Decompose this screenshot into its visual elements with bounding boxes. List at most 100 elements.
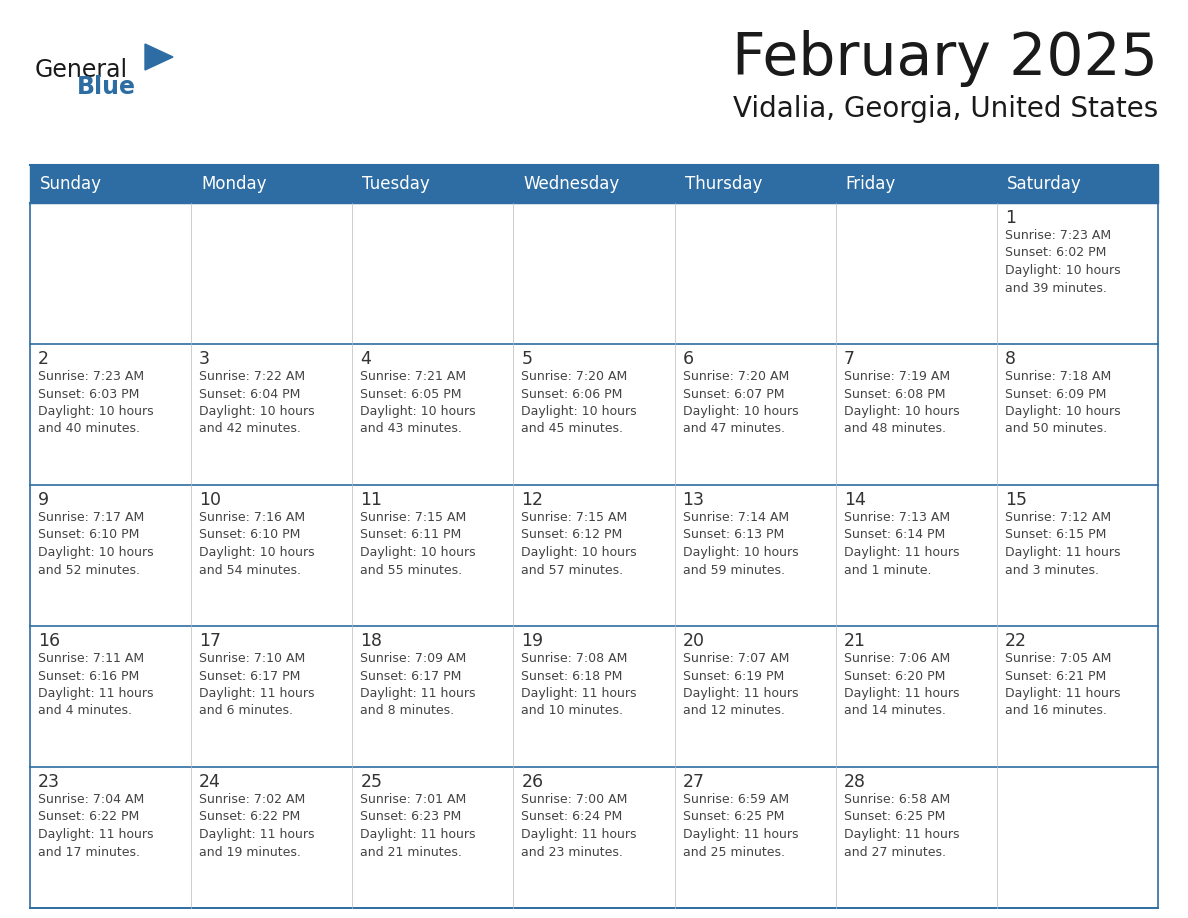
Text: 14: 14 xyxy=(843,491,866,509)
Text: Tuesday: Tuesday xyxy=(362,175,430,193)
Bar xyxy=(30,165,1158,203)
Bar xyxy=(30,344,191,485)
Text: 18: 18 xyxy=(360,632,383,650)
Bar xyxy=(513,767,675,908)
Bar xyxy=(997,203,1158,344)
Bar xyxy=(835,344,997,485)
Text: 17: 17 xyxy=(200,632,221,650)
Text: Sunrise: 7:15 AM
Sunset: 6:12 PM
Daylight: 10 hours
and 57 minutes.: Sunrise: 7:15 AM Sunset: 6:12 PM Dayligh… xyxy=(522,511,637,577)
Bar xyxy=(835,767,997,908)
Bar xyxy=(835,485,997,626)
Text: Sunrise: 7:05 AM
Sunset: 6:21 PM
Daylight: 11 hours
and 16 minutes.: Sunrise: 7:05 AM Sunset: 6:21 PM Dayligh… xyxy=(1005,652,1120,718)
Text: 2: 2 xyxy=(38,350,49,368)
Text: Sunrise: 6:58 AM
Sunset: 6:25 PM
Daylight: 11 hours
and 27 minutes.: Sunrise: 6:58 AM Sunset: 6:25 PM Dayligh… xyxy=(843,793,959,858)
Bar xyxy=(30,203,191,344)
Bar xyxy=(997,767,1158,908)
Text: Sunrise: 7:02 AM
Sunset: 6:22 PM
Daylight: 11 hours
and 19 minutes.: Sunrise: 7:02 AM Sunset: 6:22 PM Dayligh… xyxy=(200,793,315,858)
Bar xyxy=(513,203,675,344)
Text: Sunrise: 7:18 AM
Sunset: 6:09 PM
Daylight: 10 hours
and 50 minutes.: Sunrise: 7:18 AM Sunset: 6:09 PM Dayligh… xyxy=(1005,370,1120,435)
Text: 24: 24 xyxy=(200,773,221,791)
Text: Sunrise: 7:20 AM
Sunset: 6:06 PM
Daylight: 10 hours
and 45 minutes.: Sunrise: 7:20 AM Sunset: 6:06 PM Dayligh… xyxy=(522,370,637,435)
Bar xyxy=(513,344,675,485)
Text: Sunrise: 7:17 AM
Sunset: 6:10 PM
Daylight: 10 hours
and 52 minutes.: Sunrise: 7:17 AM Sunset: 6:10 PM Dayligh… xyxy=(38,511,153,577)
Text: 6: 6 xyxy=(683,350,694,368)
Text: 8: 8 xyxy=(1005,350,1016,368)
Bar xyxy=(835,203,997,344)
Text: General: General xyxy=(34,58,128,82)
Text: 20: 20 xyxy=(683,632,704,650)
Text: Sunrise: 7:23 AM
Sunset: 6:03 PM
Daylight: 10 hours
and 40 minutes.: Sunrise: 7:23 AM Sunset: 6:03 PM Dayligh… xyxy=(38,370,153,435)
Bar xyxy=(30,485,191,626)
Bar xyxy=(835,626,997,767)
Bar xyxy=(353,203,513,344)
Text: Wednesday: Wednesday xyxy=(524,175,620,193)
Polygon shape xyxy=(145,44,173,70)
Bar xyxy=(353,767,513,908)
Text: 13: 13 xyxy=(683,491,704,509)
Text: Sunrise: 6:59 AM
Sunset: 6:25 PM
Daylight: 11 hours
and 25 minutes.: Sunrise: 6:59 AM Sunset: 6:25 PM Dayligh… xyxy=(683,793,798,858)
Bar xyxy=(997,626,1158,767)
Text: 27: 27 xyxy=(683,773,704,791)
Text: Sunrise: 7:00 AM
Sunset: 6:24 PM
Daylight: 11 hours
and 23 minutes.: Sunrise: 7:00 AM Sunset: 6:24 PM Dayligh… xyxy=(522,793,637,858)
Text: Sunrise: 7:12 AM
Sunset: 6:15 PM
Daylight: 11 hours
and 3 minutes.: Sunrise: 7:12 AM Sunset: 6:15 PM Dayligh… xyxy=(1005,511,1120,577)
Text: 7: 7 xyxy=(843,350,854,368)
Text: 19: 19 xyxy=(522,632,544,650)
Text: Sunday: Sunday xyxy=(40,175,102,193)
Text: 15: 15 xyxy=(1005,491,1026,509)
Text: 9: 9 xyxy=(38,491,49,509)
Bar xyxy=(191,344,353,485)
Text: February 2025: February 2025 xyxy=(732,30,1158,87)
Text: Sunrise: 7:08 AM
Sunset: 6:18 PM
Daylight: 11 hours
and 10 minutes.: Sunrise: 7:08 AM Sunset: 6:18 PM Dayligh… xyxy=(522,652,637,718)
Text: Sunrise: 7:14 AM
Sunset: 6:13 PM
Daylight: 10 hours
and 59 minutes.: Sunrise: 7:14 AM Sunset: 6:13 PM Dayligh… xyxy=(683,511,798,577)
Text: Blue: Blue xyxy=(77,75,135,99)
Text: Sunrise: 7:22 AM
Sunset: 6:04 PM
Daylight: 10 hours
and 42 minutes.: Sunrise: 7:22 AM Sunset: 6:04 PM Dayligh… xyxy=(200,370,315,435)
Text: Sunrise: 7:23 AM
Sunset: 6:02 PM
Daylight: 10 hours
and 39 minutes.: Sunrise: 7:23 AM Sunset: 6:02 PM Dayligh… xyxy=(1005,229,1120,295)
Text: Sunrise: 7:11 AM
Sunset: 6:16 PM
Daylight: 11 hours
and 4 minutes.: Sunrise: 7:11 AM Sunset: 6:16 PM Dayligh… xyxy=(38,652,153,718)
Text: 28: 28 xyxy=(843,773,866,791)
Bar xyxy=(30,626,191,767)
Text: Sunrise: 7:04 AM
Sunset: 6:22 PM
Daylight: 11 hours
and 17 minutes.: Sunrise: 7:04 AM Sunset: 6:22 PM Dayligh… xyxy=(38,793,153,858)
Bar xyxy=(675,767,835,908)
Bar xyxy=(997,344,1158,485)
Text: 22: 22 xyxy=(1005,632,1026,650)
Text: Sunrise: 7:21 AM
Sunset: 6:05 PM
Daylight: 10 hours
and 43 minutes.: Sunrise: 7:21 AM Sunset: 6:05 PM Dayligh… xyxy=(360,370,476,435)
Bar xyxy=(353,485,513,626)
Text: 1: 1 xyxy=(1005,209,1016,227)
Text: Sunrise: 7:13 AM
Sunset: 6:14 PM
Daylight: 11 hours
and 1 minute.: Sunrise: 7:13 AM Sunset: 6:14 PM Dayligh… xyxy=(843,511,959,577)
Text: 26: 26 xyxy=(522,773,544,791)
Text: 3: 3 xyxy=(200,350,210,368)
Text: Sunrise: 7:01 AM
Sunset: 6:23 PM
Daylight: 11 hours
and 21 minutes.: Sunrise: 7:01 AM Sunset: 6:23 PM Dayligh… xyxy=(360,793,475,858)
Text: Sunrise: 7:09 AM
Sunset: 6:17 PM
Daylight: 11 hours
and 8 minutes.: Sunrise: 7:09 AM Sunset: 6:17 PM Dayligh… xyxy=(360,652,475,718)
Bar xyxy=(191,626,353,767)
Text: Sunrise: 7:19 AM
Sunset: 6:08 PM
Daylight: 10 hours
and 48 minutes.: Sunrise: 7:19 AM Sunset: 6:08 PM Dayligh… xyxy=(843,370,960,435)
Bar xyxy=(513,626,675,767)
Bar xyxy=(191,203,353,344)
Text: 23: 23 xyxy=(38,773,61,791)
Text: Thursday: Thursday xyxy=(684,175,762,193)
Bar xyxy=(191,767,353,908)
Text: 16: 16 xyxy=(38,632,61,650)
Bar xyxy=(353,626,513,767)
Bar xyxy=(30,767,191,908)
Text: 12: 12 xyxy=(522,491,543,509)
Text: Saturday: Saturday xyxy=(1007,175,1081,193)
Bar xyxy=(675,485,835,626)
Bar xyxy=(675,203,835,344)
Bar xyxy=(353,344,513,485)
Bar xyxy=(675,344,835,485)
Text: Vidalia, Georgia, United States: Vidalia, Georgia, United States xyxy=(733,95,1158,123)
Bar xyxy=(675,626,835,767)
Text: Sunrise: 7:20 AM
Sunset: 6:07 PM
Daylight: 10 hours
and 47 minutes.: Sunrise: 7:20 AM Sunset: 6:07 PM Dayligh… xyxy=(683,370,798,435)
Text: 10: 10 xyxy=(200,491,221,509)
Bar xyxy=(997,485,1158,626)
Text: Friday: Friday xyxy=(846,175,896,193)
Text: 25: 25 xyxy=(360,773,383,791)
Text: Sunrise: 7:06 AM
Sunset: 6:20 PM
Daylight: 11 hours
and 14 minutes.: Sunrise: 7:06 AM Sunset: 6:20 PM Dayligh… xyxy=(843,652,959,718)
Text: Sunrise: 7:10 AM
Sunset: 6:17 PM
Daylight: 11 hours
and 6 minutes.: Sunrise: 7:10 AM Sunset: 6:17 PM Dayligh… xyxy=(200,652,315,718)
Text: Monday: Monday xyxy=(201,175,266,193)
Text: 11: 11 xyxy=(360,491,383,509)
Text: 5: 5 xyxy=(522,350,532,368)
Text: Sunrise: 7:15 AM
Sunset: 6:11 PM
Daylight: 10 hours
and 55 minutes.: Sunrise: 7:15 AM Sunset: 6:11 PM Dayligh… xyxy=(360,511,476,577)
Text: Sunrise: 7:07 AM
Sunset: 6:19 PM
Daylight: 11 hours
and 12 minutes.: Sunrise: 7:07 AM Sunset: 6:19 PM Dayligh… xyxy=(683,652,798,718)
Text: 4: 4 xyxy=(360,350,371,368)
